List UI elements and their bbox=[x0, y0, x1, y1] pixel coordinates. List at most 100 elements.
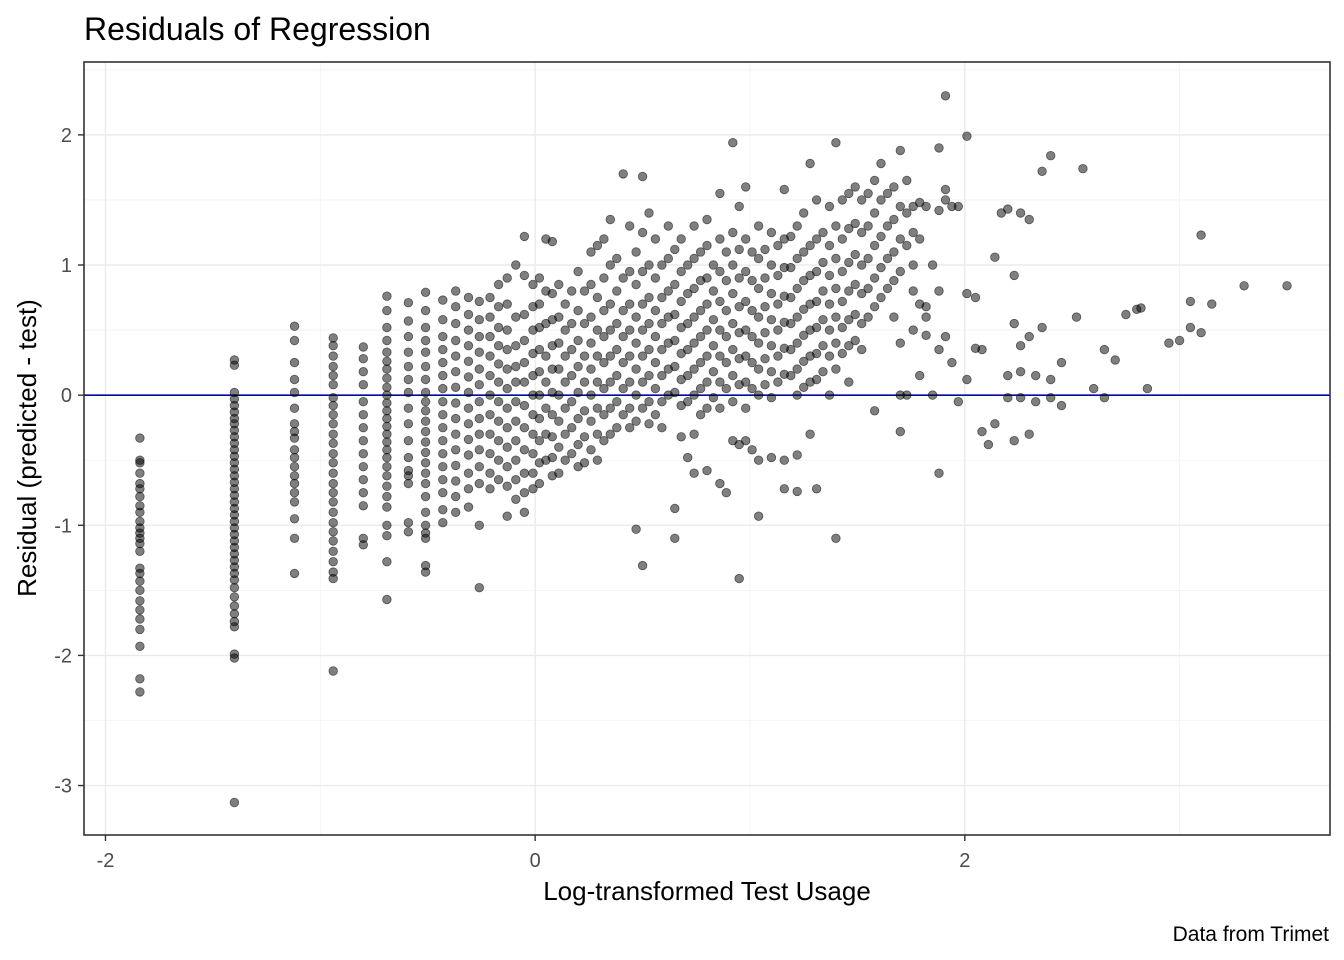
data-point bbox=[567, 286, 577, 296]
data-point bbox=[438, 357, 448, 368]
data-point bbox=[534, 344, 545, 355]
data-point bbox=[382, 347, 392, 357]
data-point bbox=[135, 484, 145, 494]
data-point bbox=[811, 195, 822, 205]
data-point bbox=[511, 416, 521, 426]
data-point bbox=[902, 175, 912, 186]
data-point bbox=[519, 357, 530, 368]
data-point bbox=[493, 341, 504, 351]
data-point bbox=[773, 377, 783, 387]
data-point bbox=[869, 406, 880, 416]
data-point bbox=[358, 342, 369, 352]
data-point bbox=[403, 478, 414, 489]
data-point bbox=[683, 370, 693, 381]
data-point bbox=[734, 244, 744, 255]
data-point bbox=[502, 403, 512, 413]
data-point bbox=[786, 344, 796, 355]
data-point bbox=[229, 797, 240, 808]
data-point bbox=[403, 403, 414, 413]
data-point bbox=[908, 325, 918, 335]
data-point bbox=[599, 331, 609, 342]
data-point bbox=[502, 364, 512, 374]
data-point bbox=[420, 507, 431, 518]
data-point bbox=[657, 370, 667, 381]
data-point bbox=[438, 315, 448, 325]
data-point bbox=[519, 445, 530, 455]
data-point bbox=[403, 436, 414, 446]
data-point bbox=[534, 413, 545, 424]
data-point bbox=[229, 622, 240, 632]
data-point bbox=[420, 437, 431, 447]
data-point bbox=[586, 247, 596, 257]
data-point bbox=[728, 370, 738, 381]
data-point bbox=[644, 419, 654, 429]
data-point bbox=[844, 341, 854, 351]
data-point bbox=[438, 505, 448, 515]
data-point bbox=[721, 305, 732, 316]
data-point bbox=[792, 486, 802, 497]
data-point bbox=[547, 410, 558, 420]
data-point bbox=[328, 468, 338, 478]
data-point bbox=[1099, 393, 1110, 403]
data-point bbox=[403, 452, 414, 463]
data-point bbox=[844, 315, 854, 325]
data-point bbox=[502, 442, 512, 452]
data-point bbox=[573, 361, 583, 372]
data-point bbox=[747, 247, 757, 257]
data-point bbox=[382, 421, 392, 432]
data-point bbox=[592, 429, 603, 439]
data-point bbox=[567, 370, 577, 381]
data-point bbox=[451, 460, 461, 471]
data-point bbox=[824, 201, 835, 212]
data-point bbox=[753, 338, 764, 348]
data-point bbox=[579, 351, 590, 361]
data-point bbox=[599, 436, 609, 446]
data-point bbox=[728, 227, 738, 238]
data-point bbox=[547, 288, 558, 299]
data-point bbox=[689, 221, 699, 231]
data-point bbox=[625, 221, 635, 231]
data-point bbox=[637, 299, 648, 309]
data-point bbox=[753, 364, 764, 374]
data-point bbox=[857, 318, 867, 329]
data-point bbox=[689, 253, 699, 264]
y-tick-label: -2 bbox=[54, 645, 72, 667]
data-point bbox=[818, 341, 828, 351]
data-point bbox=[773, 299, 783, 309]
data-point bbox=[451, 351, 461, 361]
data-point bbox=[358, 423, 369, 433]
data-point bbox=[493, 416, 504, 426]
data-point bbox=[474, 445, 485, 455]
data-point bbox=[289, 488, 300, 498]
data-point bbox=[934, 286, 944, 296]
data-point bbox=[358, 367, 369, 377]
data-point bbox=[547, 452, 558, 463]
data-point bbox=[534, 367, 545, 377]
data-point bbox=[850, 335, 860, 346]
data-point bbox=[766, 260, 777, 270]
data-point bbox=[382, 437, 392, 447]
data-point bbox=[837, 322, 848, 333]
data-point bbox=[657, 260, 667, 270]
data-point bbox=[463, 419, 474, 429]
data-point bbox=[493, 322, 504, 333]
data-point bbox=[811, 234, 822, 244]
y-tick-label: 2 bbox=[61, 125, 72, 147]
data-point bbox=[567, 423, 577, 433]
data-point bbox=[586, 390, 596, 400]
data-point bbox=[528, 449, 538, 459]
data-point bbox=[618, 357, 628, 368]
data-point bbox=[474, 331, 485, 342]
data-point bbox=[844, 377, 854, 387]
data-point bbox=[625, 351, 635, 361]
data-point bbox=[811, 322, 822, 333]
data-point bbox=[786, 262, 796, 273]
data-point bbox=[358, 488, 369, 498]
data-point bbox=[921, 302, 931, 312]
data-point bbox=[747, 331, 757, 342]
data-point bbox=[463, 502, 474, 512]
data-point bbox=[676, 266, 686, 277]
data-point bbox=[927, 390, 938, 400]
x-tick-label: 0 bbox=[530, 850, 541, 872]
data-point bbox=[670, 361, 680, 372]
